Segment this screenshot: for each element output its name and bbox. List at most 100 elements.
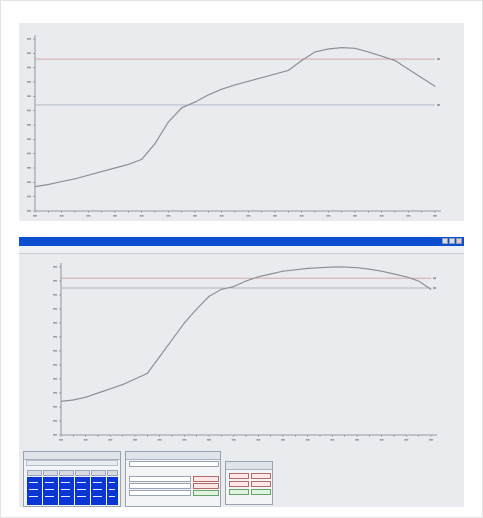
- data-point: [47, 183, 49, 186]
- x-tick-label-mark: [256, 439, 261, 441]
- data-point: [331, 266, 333, 268]
- data-point: [314, 51, 316, 53]
- data-point: [97, 392, 99, 394]
- bottom-line-chart: [53, 263, 437, 441]
- y-tick-label-mark: [53, 280, 57, 282]
- y-tick-label-mark: [53, 406, 57, 408]
- x-tick-label-mark: [305, 439, 310, 441]
- settings-value[interactable]: [193, 483, 219, 489]
- x-tick-label-mark: [59, 215, 64, 217]
- data-point: [134, 378, 136, 380]
- data-point: [274, 73, 276, 75]
- y-tick-label-mark: [27, 52, 31, 54]
- maximize-icon[interactable]: [449, 238, 455, 244]
- y-tick-label-mark: [27, 124, 31, 126]
- table-column: [59, 470, 74, 505]
- y-tick-label-mark: [27, 195, 31, 198]
- data-point: [407, 68, 409, 70]
- results-header: [226, 462, 272, 470]
- data-point: [405, 276, 407, 278]
- data-point: [109, 388, 111, 390]
- data-point: [301, 59, 303, 62]
- data-point: [196, 308, 198, 310]
- data-point: [393, 273, 395, 275]
- data-point: [307, 267, 309, 269]
- x-tick-label-mark: [219, 215, 224, 217]
- settings-field[interactable]: [129, 476, 191, 482]
- x-tick-label-mark: [139, 215, 144, 217]
- data-point: [234, 84, 236, 86]
- y-tick-label-mark: [53, 350, 57, 352]
- y-tick-label-mark: [53, 308, 57, 310]
- x-tick-label-mark: [281, 439, 285, 441]
- data-point: [221, 88, 223, 90]
- x-tick-label-mark: [273, 215, 277, 217]
- data-point: [72, 399, 74, 401]
- x-tick-label-mark: [166, 215, 171, 217]
- reference-line-label-mark: [433, 277, 436, 280]
- data-point: [394, 59, 396, 62]
- data-table-header: [24, 452, 120, 460]
- data-point: [167, 121, 169, 123]
- data-point: [368, 268, 370, 270]
- y-tick-label-mark: [53, 392, 57, 394]
- y-tick-label-mark: [27, 109, 31, 112]
- close-icon[interactable]: [456, 238, 462, 244]
- result-value: [229, 473, 249, 479]
- x-tick-label-mark: [355, 439, 359, 441]
- x-tick-label-mark: [353, 215, 357, 217]
- data-point: [327, 48, 329, 50]
- data-point: [181, 107, 183, 109]
- data-table-subheader: [26, 460, 118, 466]
- data-point: [233, 286, 235, 288]
- settings-field[interactable]: [129, 483, 191, 489]
- settings-header: [126, 452, 220, 460]
- minimize-icon[interactable]: [442, 238, 448, 244]
- settings-field[interactable]: [129, 490, 191, 496]
- data-point: [344, 266, 346, 268]
- result-value: [251, 473, 271, 479]
- y-tick-label-mark: [53, 434, 57, 436]
- table-column: [43, 470, 58, 505]
- data-point: [74, 178, 76, 180]
- data-point: [418, 280, 420, 282]
- y-tick-label-mark: [27, 81, 31, 83]
- bottom-window: [19, 237, 464, 507]
- data-point: [319, 267, 321, 269]
- data-point: [220, 288, 222, 290]
- x-tick-label-mark: [299, 215, 304, 217]
- data-point: [114, 167, 116, 169]
- x-tick-label-mark: [157, 439, 162, 441]
- top-chart-panel: [19, 23, 464, 221]
- x-tick-label-mark: [108, 439, 113, 441]
- data-point: [171, 339, 173, 341]
- table-column: [75, 470, 90, 505]
- data-point: [367, 51, 369, 53]
- y-tick-label-mark: [53, 266, 57, 268]
- x-tick-label-mark: [326, 215, 331, 217]
- result-value: [229, 489, 249, 495]
- data-point: [159, 356, 161, 358]
- data-point: [247, 80, 249, 82]
- table-column: [91, 470, 106, 505]
- data-point: [287, 69, 289, 72]
- y-tick-label-mark: [53, 420, 57, 422]
- top-line-chart: [27, 35, 441, 217]
- result-value: [229, 481, 249, 487]
- settings-value[interactable]: [193, 476, 219, 482]
- data-point: [245, 280, 247, 282]
- reference-line-label-mark: [433, 287, 436, 289]
- y-tick-label-mark: [27, 210, 31, 212]
- x-tick-label-mark: [246, 215, 251, 217]
- y-tick-label-mark: [53, 336, 57, 338]
- x-tick-label-mark: [404, 439, 409, 441]
- settings-value[interactable]: [193, 490, 219, 496]
- x-tick-label-mark: [86, 215, 91, 217]
- y-tick-label-mark: [53, 364, 57, 366]
- settings-field[interactable]: [129, 461, 219, 467]
- x-tick-label-mark: [33, 215, 37, 217]
- x-tick-label-mark: [83, 439, 88, 441]
- reference-line-label-mark: [437, 58, 440, 61]
- data-point: [381, 55, 383, 57]
